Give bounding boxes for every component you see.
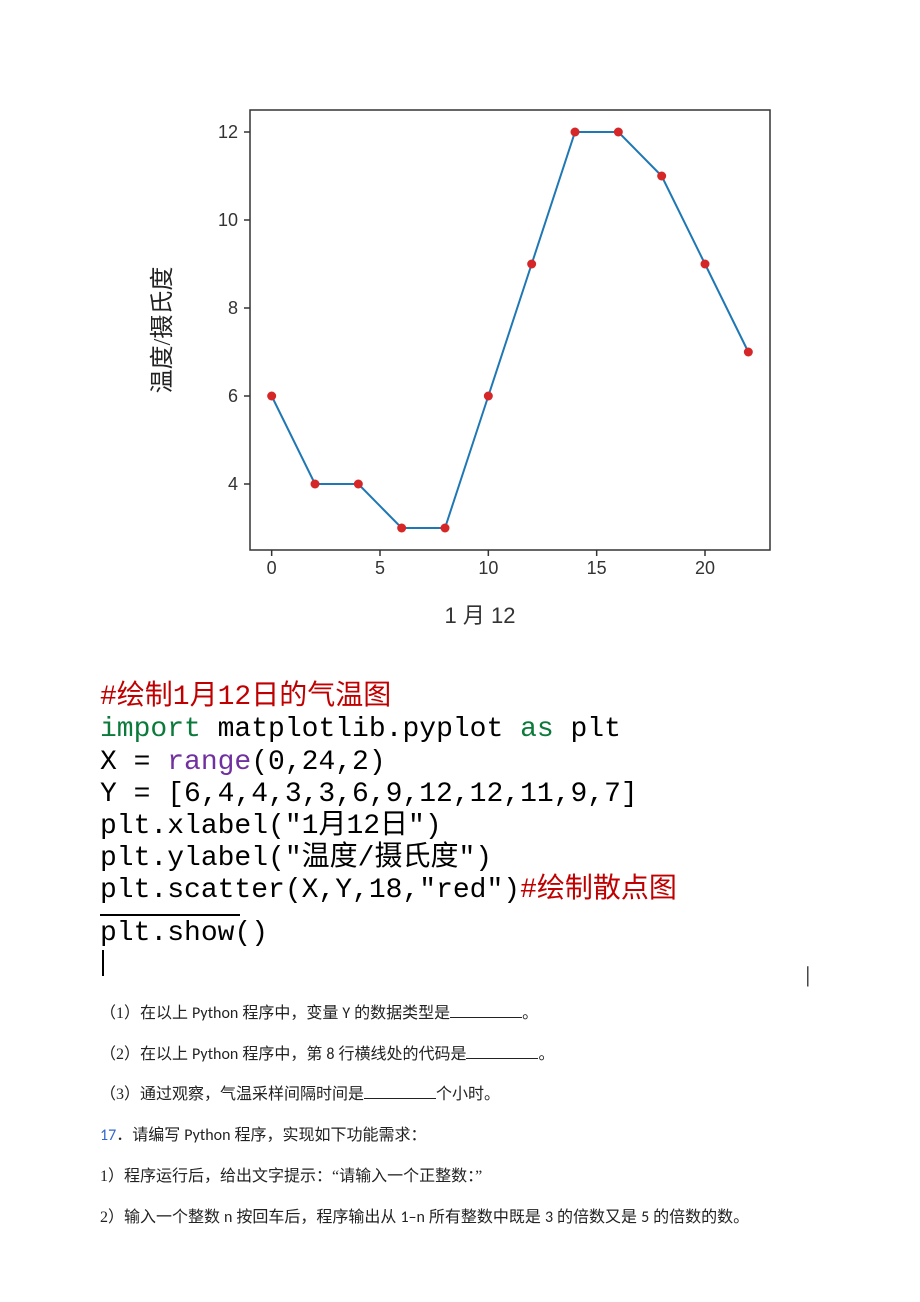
svg-text:6: 6 bbox=[228, 386, 238, 406]
right-text-caret: | bbox=[100, 962, 820, 988]
code-as: as bbox=[520, 714, 554, 745]
q17-2g: 5 bbox=[641, 1208, 649, 1227]
q1-after: 的数据类型是 bbox=[350, 1005, 450, 1022]
code-import-keyword: import bbox=[100, 714, 201, 745]
question-17-1: 1）程序运行后，给出文字提示：“请输入一个正整数：” bbox=[100, 1163, 820, 1192]
code-show: plt.show() bbox=[100, 918, 268, 949]
q17-2a: 2）输入一个整数 bbox=[100, 1209, 224, 1226]
q17-2e: 3 bbox=[545, 1208, 553, 1227]
code-scatter-comment: #绘制散点图 bbox=[520, 875, 677, 906]
q17-2c: 1–n bbox=[400, 1208, 424, 1227]
q2-after: 行横线处的代码是 bbox=[334, 1046, 466, 1063]
code-xlabel-call: plt.xlabel( bbox=[100, 811, 285, 842]
q3-blank bbox=[364, 1098, 436, 1099]
q2-pre: （2）在以上 bbox=[100, 1046, 192, 1063]
svg-text:8: 8 bbox=[228, 298, 238, 318]
code-range: range bbox=[167, 747, 251, 778]
question-17: 17．请编写 Python 程序，实现如下功能需求： bbox=[100, 1122, 820, 1151]
code-module: matplotlib.pyplot bbox=[201, 714, 520, 745]
chart-xlabel: 1 月 12 bbox=[405, 598, 516, 630]
python-code-block: #绘制1月12日的气温图 import matplotlib.pyplot as… bbox=[100, 650, 820, 908]
code-xlabel-close: ) bbox=[425, 811, 442, 842]
q1-tail: 。 bbox=[522, 1005, 538, 1022]
q17-2d: 所有整数中既是 bbox=[425, 1209, 545, 1226]
code-ylabel-close: ) bbox=[475, 843, 492, 874]
temperature-chart: 0 5 10 15 20 4 6 8 10 12 温度/摄氏度 bbox=[140, 100, 780, 590]
code-line-1: #绘制1月12日的气温图 bbox=[100, 682, 391, 713]
q17-text2: 程序，实现如下功能需求： bbox=[231, 1127, 427, 1144]
code-xlabel-str: "1月12日" bbox=[285, 811, 425, 842]
q1-blank bbox=[450, 1017, 522, 1018]
svg-text:10: 10 bbox=[478, 558, 498, 578]
q3-pre: （3）通过观察，气温采样间隔时间是 bbox=[100, 1086, 364, 1103]
code-range-args: (0,24,2) bbox=[251, 747, 385, 778]
svg-text:12: 12 bbox=[218, 122, 238, 142]
svg-text:15: 15 bbox=[587, 558, 607, 578]
svg-text:0: 0 bbox=[267, 558, 277, 578]
code-scatter-close: ) bbox=[503, 875, 520, 906]
q2-python: Python bbox=[192, 1045, 238, 1064]
code-scatter: plt.scatter(X,Y,18, bbox=[100, 875, 419, 906]
code-x-assign: X = bbox=[100, 747, 167, 778]
question-3: （3）通过观察，气温采样间隔时间是 个小时。 bbox=[100, 1081, 820, 1110]
q17-py: Python bbox=[184, 1126, 230, 1145]
code-blank-underline bbox=[100, 914, 240, 916]
q2-tail: 。 bbox=[538, 1046, 554, 1063]
svg-text:20: 20 bbox=[695, 558, 715, 578]
question-17-2: 2）输入一个整数 n 按回车后，程序输出从 1–n 所有整数中既是 3 的倍数又… bbox=[100, 1204, 820, 1233]
svg-text:5: 5 bbox=[375, 558, 385, 578]
svg-text:10: 10 bbox=[218, 210, 238, 230]
q17-num: 17 bbox=[100, 1126, 116, 1145]
svg-text:温度/摄氏度: 温度/摄氏度 bbox=[149, 267, 176, 394]
q1-pre: （1）在以上 bbox=[100, 1005, 192, 1022]
q2-blank bbox=[466, 1058, 538, 1059]
code-scatter-color: "red" bbox=[419, 875, 503, 906]
q3-tail: 个小时。 bbox=[436, 1086, 500, 1103]
q17-2b: 按回车后，程序输出从 bbox=[232, 1209, 400, 1226]
q17-2f: 的倍数又是 bbox=[553, 1209, 641, 1226]
code-alias: plt bbox=[554, 714, 621, 745]
chart-figure: 0 5 10 15 20 4 6 8 10 12 温度/摄氏度 1 月 12 bbox=[100, 100, 820, 630]
q17-2h: 的倍数的数。 bbox=[649, 1209, 749, 1226]
q1-Y: Y bbox=[342, 1004, 350, 1023]
code-ylabel-str: "温度/摄氏度" bbox=[285, 843, 475, 874]
q2-mid: 程序中，第 bbox=[238, 1046, 326, 1063]
question-1: （1）在以上 Python 程序中，变量 Y 的数据类型是 。 bbox=[100, 1000, 820, 1029]
q1-python: Python bbox=[192, 1004, 238, 1023]
question-2: （2）在以上 Python 程序中，第 8 行横线处的代码是。 bbox=[100, 1041, 820, 1070]
code-y-list: Y = [6,4,4,3,3,6,9,12,12,11,9,7] bbox=[100, 779, 638, 810]
svg-text:4: 4 bbox=[228, 474, 238, 494]
code-ylabel-call: plt.ylabel( bbox=[100, 843, 285, 874]
q1-mid: 程序中，变量 bbox=[238, 1005, 342, 1022]
text-cursor bbox=[102, 950, 104, 976]
q17-text: ．请编写 bbox=[116, 1127, 184, 1144]
